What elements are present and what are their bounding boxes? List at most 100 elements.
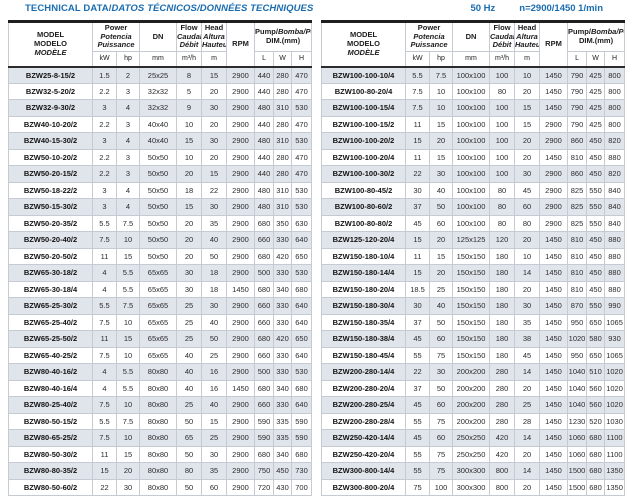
value-cell: 65x65	[139, 346, 178, 364]
value-cell: 800	[604, 82, 626, 100]
value-cell: 1450	[539, 379, 569, 397]
value-cell: 340	[273, 379, 293, 397]
value-cell: 15	[176, 132, 203, 150]
value-cell: 2.2	[92, 82, 117, 100]
model-cell: BZW100-80-20/4	[321, 82, 406, 100]
frequency-label: 50 Hz	[470, 3, 496, 14]
value-cell: 3	[92, 132, 117, 150]
table-row: BZW100-100-15/2 11 15 100x100 100 15 2900 790 42…	[321, 115, 626, 133]
page-title-intl: DATOS TÉCNICOS/DONNÉES TECHNIQUES	[111, 3, 314, 14]
value-cell: 2900	[226, 264, 256, 282]
value-cell: 150x150	[452, 346, 491, 364]
value-cell: 660	[254, 396, 275, 414]
value-cell: 680	[254, 445, 275, 463]
unit-w: W	[273, 51, 293, 67]
table-row: BZW25-8-15/2 1.5 2 25x25 8 15 2900 440 280 470	[8, 66, 313, 84]
value-cell: 100	[489, 66, 516, 84]
model-cell: BZW50-10-20/2	[8, 148, 93, 166]
value-cell: 5	[176, 82, 203, 100]
value-cell: 1450	[539, 66, 569, 84]
value-cell: 2900	[539, 165, 569, 183]
value-cell: 10	[115, 346, 141, 364]
unit-mm: mm	[139, 51, 178, 67]
value-cell: 1450	[539, 462, 569, 480]
value-cell: 800	[489, 462, 516, 480]
value-cell: 100x100	[452, 82, 491, 100]
value-cell: 28	[514, 412, 541, 430]
value-cell: 1040	[567, 396, 588, 414]
table-row: BZW50-18-22/2 3 4 50x50 18 22 2900 480 310 530	[8, 181, 313, 199]
value-cell: 440	[254, 148, 275, 166]
value-cell: 20	[115, 462, 141, 480]
value-cell: 80	[176, 462, 203, 480]
value-cell: 1450	[539, 330, 569, 348]
col-header-flow-en: Flow	[180, 23, 198, 33]
col-header-flow: Flow Caudal Débit	[489, 21, 516, 52]
value-cell: 75	[428, 462, 454, 480]
table-header: MODEL MODELO MODÈLE Power Potencia Puiss…	[8, 21, 313, 67]
unit-mm: mm	[452, 51, 491, 67]
unit-h: H	[604, 51, 626, 67]
table-row: BZW80-65-25/2 7.5 10 80x80 65 25 2900 590 335 590	[8, 429, 313, 447]
value-cell: 450	[586, 148, 606, 166]
value-cell: 50x50	[139, 148, 178, 166]
model-cell: BZW125-120-20/4	[321, 231, 406, 249]
value-cell: 250x250	[452, 429, 491, 447]
table-row: BZW100-80-45/2 30 40 100x100 80 45 2900 825 550 8…	[321, 181, 626, 199]
value-cell: 20	[176, 165, 203, 183]
model-cell: BZW100-100-10/4	[321, 66, 406, 84]
value-cell: 750	[254, 462, 275, 480]
table-row: BZW200-280-20/4 37 50 200x200 280 20 1450 1040 5…	[321, 379, 626, 397]
value-cell: 100	[428, 478, 454, 496]
value-cell: 5.5	[115, 363, 141, 381]
value-cell: 50	[201, 330, 228, 348]
value-cell: 800	[604, 115, 626, 133]
value-cell: 560	[586, 396, 606, 414]
col-header-flow: Flow Caudal Débit	[176, 21, 203, 52]
value-cell: 825	[567, 181, 588, 199]
value-cell: 1030	[604, 412, 626, 430]
table-header: MODEL MODELO MODÈLE Power Potencia Puiss…	[321, 21, 626, 67]
table-row: BZW50-20-40/2 7.5 10 50x50 20 40 2900 660 330 640	[8, 231, 313, 249]
table-row: BZW125-120-20/4 15 20 125x125 120 20 1450 810 45…	[321, 231, 626, 249]
table-row: BZW100-100-20/4 11 15 100x100 100 20 1450 810 45…	[321, 148, 626, 166]
value-cell: 25	[176, 330, 203, 348]
value-cell: 1450	[539, 313, 569, 331]
value-cell: 2900	[226, 478, 256, 496]
value-cell: 4	[92, 264, 117, 282]
value-cell: 15	[514, 115, 541, 133]
model-cell: BZW65-25-30/2	[8, 297, 93, 315]
value-cell: 45	[514, 181, 541, 199]
value-cell: 50x50	[139, 165, 178, 183]
col-header-head: Head Altura Hauteur	[201, 21, 228, 52]
value-cell: 80	[489, 198, 516, 216]
value-cell: 800	[604, 66, 626, 84]
col-header-flow-fr: Débit	[179, 40, 199, 50]
table-row: BZW65-25-50/2 11 15 65x65 25 50 2900 680 420 650	[8, 330, 313, 348]
value-cell: 1100	[604, 445, 626, 463]
col-header-power-es: Potencia	[100, 31, 132, 41]
table-row: BZW80-40-16/4 4 5.5 80x80 40 16 1450 680 340 680	[8, 379, 313, 397]
table-row: BZW80-50-30/2 11 15 80x80 50 30 2900 680 340 680	[8, 445, 313, 463]
value-cell: 20	[428, 264, 454, 282]
value-cell: 180	[489, 280, 516, 298]
value-cell: 1.5	[92, 66, 117, 84]
value-cell: 3	[92, 198, 117, 216]
value-cell: 45	[405, 214, 430, 232]
value-cell: 5.5	[405, 66, 430, 84]
value-cell: 1060	[567, 445, 588, 463]
value-cell: 2900	[226, 165, 256, 183]
value-cell: 530	[291, 132, 313, 150]
value-cell: 7.5	[405, 99, 430, 117]
value-cell: 425	[586, 115, 606, 133]
model-cell: BZW65-40-25/2	[8, 346, 93, 364]
value-cell: 20	[514, 445, 541, 463]
value-cell: 2.2	[92, 148, 117, 166]
value-cell: 1450	[539, 82, 569, 100]
value-cell: 10	[176, 115, 203, 133]
value-cell: 280	[273, 82, 293, 100]
value-cell: 2900	[226, 330, 256, 348]
value-cell: 310	[273, 132, 293, 150]
col-header-model-es: MODELO	[347, 38, 380, 48]
value-cell: 335	[273, 412, 293, 430]
